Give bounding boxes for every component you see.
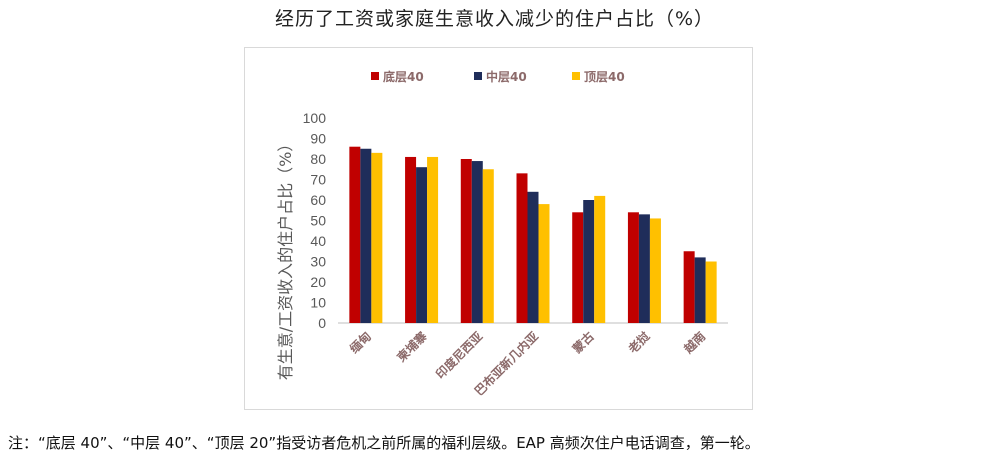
x-category-label: 缅甸 (346, 329, 374, 357)
y-tick-label: 20 (310, 274, 326, 290)
legend-label: 顶层40 (584, 70, 625, 84)
x-category-label: 印度尼西亚 (432, 329, 485, 382)
bar-3-1 (371, 152, 383, 323)
footnote: 注：“底层 40”、“中层 40”、“顶层 20”指受访者危机之前所属的福利层级… (8, 434, 760, 452)
y-tick-label: 90 (310, 131, 326, 147)
x-category-label: 蒙古 (569, 329, 597, 357)
bar-2-4 (527, 191, 539, 323)
bar-2-7 (694, 257, 706, 323)
bar-2-2 (416, 167, 428, 323)
bar-3-7 (705, 261, 717, 323)
y-tick-label: 30 (310, 254, 326, 270)
y-tick-label: 80 (310, 151, 326, 167)
legend-swatch (371, 72, 379, 80)
x-category-label: 越南 (680, 329, 708, 357)
x-category-label: 老挝 (625, 328, 653, 356)
y-tick-label: 60 (310, 192, 326, 208)
legend-label: 底层40 (383, 69, 424, 84)
legend-swatch (474, 72, 482, 80)
bar-3-6 (649, 218, 661, 323)
legend-label: 中层40 (486, 69, 527, 84)
y-tick-label: 10 (310, 295, 326, 311)
bar-2-5 (583, 200, 595, 323)
bar-1-6 (627, 212, 639, 323)
chart-title: 经历了工资或家庭生意收入减少的住户占比（%） (274, 8, 715, 30)
bar-3-2 (427, 156, 439, 323)
bar-3-5 (594, 195, 606, 323)
legend-swatch (572, 72, 580, 80)
bar-1-4 (516, 173, 528, 323)
bar-1-1 (349, 146, 361, 323)
bar-1-7 (683, 251, 695, 323)
bar-2-6 (638, 214, 650, 323)
bar-1-5 (572, 212, 584, 323)
y-tick-label: 50 (310, 213, 326, 229)
y-axis-title: 有生意/工资收入的住户占比（%） (276, 136, 295, 381)
bar-1-2 (405, 156, 417, 323)
bar-2-1 (360, 148, 372, 323)
chart-frame (244, 47, 753, 410)
y-tick-label: 40 (310, 233, 326, 249)
bar-3-3 (482, 169, 494, 323)
bar-2-3 (471, 161, 483, 323)
y-tick-label: 0 (318, 315, 326, 331)
y-tick-label: 70 (310, 172, 326, 188)
x-category-label: 柬埔寨 (393, 329, 430, 366)
bar-1-3 (460, 159, 472, 323)
y-tick-label: 100 (303, 110, 327, 126)
bar-3-4 (538, 204, 550, 323)
